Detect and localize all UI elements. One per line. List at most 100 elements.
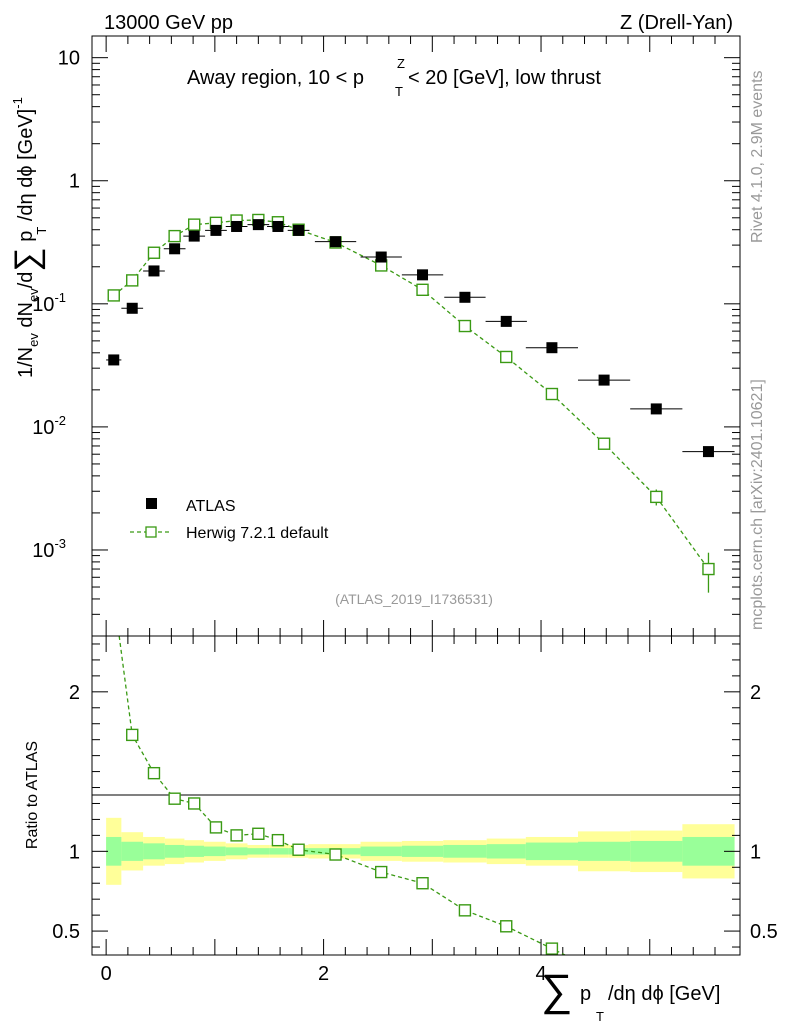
ratio-plot-frame: [91, 635, 741, 956]
inner-band-segment: [106, 836, 122, 866]
herwig-point: [168, 229, 181, 243]
svg-text:p: p: [580, 983, 591, 1005]
mcplots-source-label: mcplots.cern.ch [arXiv:2401.10621]: [749, 379, 766, 630]
ratio-ticks: [92, 636, 740, 955]
inner-band-segment: [578, 841, 631, 861]
title-superscript: Z: [397, 56, 405, 71]
inner-band-segment: [401, 845, 444, 857]
inner-band-segment: [630, 840, 683, 862]
atlas-point: [148, 265, 160, 277]
herwig-curve: [113, 219, 709, 570]
herwig-ratio-point: [375, 865, 388, 879]
herwig-ratio-point: [209, 821, 223, 834]
herwig-ratio-point: [271, 833, 285, 847]
herwig-point: [188, 218, 201, 231]
herwig-ratio-point: [126, 728, 139, 742]
atlas-point: [252, 219, 264, 231]
herwig-ratio-point: [329, 848, 342, 861]
herwig-point: [458, 319, 472, 333]
uncertainty-bands: [106, 817, 735, 885]
legend-atlas-marker: [146, 498, 157, 509]
atlas-point: [188, 230, 200, 242]
main-x-ticks: [105, 36, 716, 636]
main-y-tick-label: 10: [58, 48, 80, 70]
inner-band-segment: [247, 848, 270, 855]
ratio-y-axis-title: Ratio to ATLAS: [24, 741, 41, 849]
ratio-y-tick-label-right: 0.5: [750, 921, 778, 943]
inner-band-segment: [525, 842, 578, 861]
atlas-point: [108, 354, 120, 366]
title-subscript: T: [395, 84, 403, 99]
herwig-ratio-points: [126, 728, 559, 955]
atlas-point: [231, 220, 243, 232]
inner-band-segment: [164, 844, 185, 858]
ratio-panel: 0.5 0.5 1 1 2 2 0 2 4 Ratio to ATLAS: [24, 635, 778, 985]
herwig-point: [147, 246, 161, 259]
main-plot-frame: [91, 35, 741, 637]
inner-band-segment: [269, 848, 289, 855]
analysis-watermark: (ATLAS_2019_I1736531): [335, 591, 493, 607]
svg-text:1/Nev dNev/d∑ pT /dη dϕ [GeV]: 1/Nev dNev/d∑ pT /dη dϕ [GeV]-1: [8, 97, 49, 378]
ratio-tick-labels: 0.5 0.5 1 1 2 2 0 2 4: [52, 682, 778, 985]
herwig-point: [597, 437, 611, 450]
inner-band-segment: [443, 844, 487, 858]
svg-text:T: T: [596, 1009, 604, 1024]
atlas-point: [272, 220, 284, 232]
x-tick-label: 2: [318, 963, 329, 985]
herwig-ratio-point: [545, 942, 559, 955]
inner-band-segment: [184, 845, 204, 857]
herwig-ratio-point: [252, 827, 265, 840]
main-y-tick-label: 10-2: [32, 413, 66, 439]
x-tick-label: 0: [101, 963, 112, 985]
inner-band-segment: [360, 846, 402, 857]
atlas-point: [702, 446, 714, 458]
main-y-ticks: [92, 57, 740, 637]
x-tick-label: 4: [535, 963, 546, 985]
legend-herwig-marker: [145, 526, 157, 538]
title-rest: < 20 [GeV], low thrust: [408, 67, 601, 89]
svg-text:∑: ∑: [541, 966, 572, 1015]
main-y-axis-title: 1/Nev dNev/d∑ pT /dη dϕ [GeV]-1: [8, 97, 49, 378]
herwig-line: [113, 219, 709, 570]
header-analysis: Z (Drell-Yan): [620, 12, 733, 34]
herwig-ratio-point: [230, 829, 243, 842]
herwig-ratio-point: [500, 920, 513, 933]
ratio-y-tick-label-right: 2: [750, 682, 761, 704]
main-y-tick-label: 10-3: [32, 536, 66, 562]
atlas-point: [126, 302, 138, 314]
rivet-version-label: Rivet 4.1.0, 2.9M events: [749, 70, 766, 243]
atlas-point: [500, 315, 512, 327]
herwig-ratio-point: [188, 797, 201, 810]
inner-band-segment: [203, 846, 226, 857]
herwig-ratio-point: [416, 877, 429, 890]
ratio-y-tick-label-left: 0.5: [52, 921, 80, 943]
atlas-point: [293, 224, 305, 236]
atlas-point: [375, 251, 387, 263]
inner-band-segment: [121, 841, 144, 861]
svg-text:/dη dϕ [GeV]: /dη dϕ [GeV]: [608, 983, 720, 1005]
ratio-y-tick-label-right: 1: [750, 841, 761, 863]
atlas-point: [169, 243, 181, 255]
main-plot-title: Away region, 10 < p: [187, 67, 364, 89]
atlas-point: [459, 291, 471, 303]
herwig-ratio-point: [147, 766, 161, 780]
legend: ATLAS Herwig 7.2.1 default: [130, 498, 329, 542]
ratio-y-tick-label-left: 1: [69, 841, 80, 863]
herwig-ratio-point: [292, 843, 305, 856]
header-process: 13000 GeV pp: [104, 12, 233, 34]
herwig-point: [107, 289, 120, 302]
atlas-point: [210, 224, 222, 236]
atlas-point: [330, 236, 342, 248]
herwig-point: [650, 490, 663, 504]
inner-band-segment: [143, 843, 165, 860]
legend-atlas-label: ATLAS: [186, 498, 236, 515]
herwig-point: [500, 350, 513, 364]
herwig-point: [545, 387, 559, 401]
atlas-point: [598, 374, 610, 386]
ratio-y-tick-label-left: 2: [69, 682, 80, 704]
legend-herwig-label: Herwig 7.2.1 default: [186, 525, 329, 542]
main-y-tick-label: 1: [69, 171, 80, 193]
